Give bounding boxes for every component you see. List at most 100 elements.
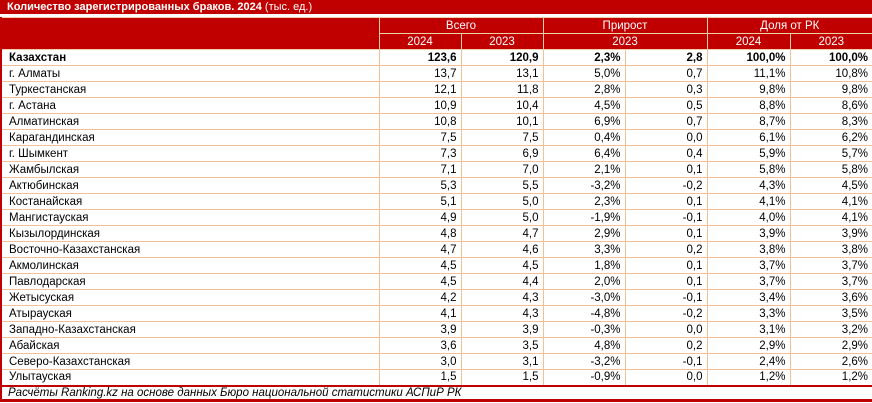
- table-row: г. Астана 10,9 10,4 4,5% 0,5 8,8% 8,6%: [0, 97, 872, 114]
- growth-abs-2023-cell: 0,7: [624, 113, 708, 130]
- table-title-unit: (тыс. ед.): [261, 1, 313, 13]
- growth-abs-2023-cell: 0,1: [624, 193, 708, 210]
- share-2024-cell: 2,4%: [706, 353, 791, 370]
- region-name-cell: Улытауская: [0, 369, 380, 386]
- share-2024-cell: 3,1%: [706, 321, 791, 338]
- share-2023-cell: 5,7%: [789, 145, 872, 162]
- growth-abs-2023-cell: -0,2: [624, 177, 708, 194]
- share-2024-cell: 3,4%: [706, 289, 791, 306]
- table-row: Карагандинская 7,5 7,5 0,4% 0,0 6,1% 6,2…: [0, 129, 872, 146]
- region-name-cell: Мангистауская: [0, 209, 380, 226]
- growth-pct-2023-cell: -3,0%: [542, 289, 626, 306]
- table-row: Актюбинская 5,3 5,5 -3,2% -0,2 4,3% 4,5%: [0, 177, 872, 194]
- total-2023-cell: 7,5: [460, 129, 544, 146]
- share-2023-cell: 8,6%: [789, 97, 872, 114]
- total-2023-cell: 10,1: [460, 113, 544, 130]
- growth-abs-2023-cell: 0,0: [624, 369, 708, 386]
- share-2023-cell: 4,5%: [789, 177, 872, 194]
- table-footer: Расчёты Ranking.kz на основе данных Бюро…: [1, 384, 872, 401]
- share-2024-cell: 100,0%: [706, 49, 791, 66]
- share-2023-cell: 3,8%: [789, 241, 872, 258]
- total-2023-cell: 11,8: [460, 81, 544, 98]
- total-2023-cell: 4,3: [460, 305, 544, 322]
- growth-pct-2023-cell: 5,0%: [542, 65, 626, 82]
- region-name-cell: Атырауская: [0, 305, 380, 322]
- region-name-cell: Северо-Казахстанская: [0, 353, 380, 370]
- table-row: Улытауская 1,5 1,5 -0,9% 0,0 1,2% 1,2%: [0, 369, 872, 386]
- share-2023-cell: 3,7%: [789, 257, 872, 274]
- table-row: Жамбылская 7,1 7,0 2,1% 0,1 5,8% 5,8%: [0, 161, 872, 178]
- table-row: Костанайская 5,1 5,0 2,3% 0,1 4,1% 4,1%: [0, 193, 872, 210]
- table-row: Туркестанская 12,1 11,8 2,8% 0,3 9,8% 9,…: [0, 81, 872, 98]
- table-header: Всего Прирост Доля от РК 2024 2023 2023 …: [1, 17, 872, 50]
- growth-pct-2023-cell: 6,9%: [542, 113, 626, 130]
- growth-abs-2023-cell: 0,2: [624, 241, 708, 258]
- total-2023-cell: 6,9: [460, 145, 544, 162]
- table-body: Казахстан 123,6 120,9 2,3% 2,8 100,0% 10…: [0, 49, 872, 386]
- table-row: Павлодарская 4,5 4,4 2,0% 0,1 3,7% 3,7%: [0, 273, 872, 290]
- growth-abs-2023-cell: 0,4: [624, 145, 708, 162]
- growth-pct-2023-cell: -3,2%: [542, 177, 626, 194]
- region-name-cell: Карагандинская: [0, 129, 380, 146]
- column-group-total: Всего: [378, 17, 544, 34]
- region-name-cell: г. Астана: [0, 97, 380, 114]
- growth-pct-2023-cell: 2,8%: [542, 81, 626, 98]
- total-2024-cell: 1,5: [378, 369, 462, 386]
- total-2023-cell: 3,5: [460, 337, 544, 354]
- growth-pct-2023-cell: 3,3%: [542, 241, 626, 258]
- region-name-cell: Павлодарская: [0, 273, 380, 290]
- growth-abs-2023-cell: 0,3: [624, 81, 708, 98]
- total-2024-cell: 7,1: [378, 161, 462, 178]
- share-2023-cell: 5,8%: [789, 161, 872, 178]
- growth-pct-2023-cell: -0,3%: [542, 321, 626, 338]
- table-row: Алматинская 10,8 10,1 6,9% 0,7 8,7% 8,3%: [0, 113, 872, 130]
- total-2024-cell: 3,9: [378, 321, 462, 338]
- total-2023-cell: 5,0: [460, 209, 544, 226]
- total-2023-cell: 10,4: [460, 97, 544, 114]
- total-2024-cell: 3,6: [378, 337, 462, 354]
- growth-abs-2023-cell: 0,7: [624, 65, 708, 82]
- total-2023-cell: 3,9: [460, 321, 544, 338]
- total-2024-cell: 5,1: [378, 193, 462, 210]
- region-name-cell: Восточно-Казахстанская: [0, 241, 380, 258]
- region-name-cell: Западно-Казахстанская: [0, 321, 380, 338]
- total-2023-cell: 4,7: [460, 225, 544, 242]
- total-2023-cell: 7,0: [460, 161, 544, 178]
- growth-pct-2023-cell: 2,1%: [542, 161, 626, 178]
- table-row: Мангистауская 4,9 5,0 -1,9% -0,1 4,0% 4,…: [0, 209, 872, 226]
- table-title-bar: Количество зарегистрированных браков. 20…: [0, 0, 872, 14]
- share-2024-cell: 11,1%: [706, 65, 791, 82]
- growth-pct-2023-cell: 0,4%: [542, 129, 626, 146]
- growth-abs-2023-cell: 0,0: [624, 129, 708, 146]
- total-2024-cell: 10,8: [378, 113, 462, 130]
- region-name-cell: г. Шымкент: [0, 145, 380, 162]
- growth-abs-2023-cell: -0,1: [624, 353, 708, 370]
- share-2024-cell: 3,7%: [706, 257, 791, 274]
- total-2024-cell: 10,9: [378, 97, 462, 114]
- subheader-growth-2023: 2023: [542, 33, 708, 50]
- region-name-cell: Костанайская: [0, 193, 380, 210]
- source-note: Расчёты Ranking.kz на основе данных Бюро…: [1, 384, 872, 401]
- subheader-total-2023: 2023: [460, 33, 544, 50]
- total-2024-cell: 7,5: [378, 129, 462, 146]
- region-name-cell: г. Алматы: [0, 65, 380, 82]
- table-row: Акмолинская 4,5 4,5 1,8% 0,1 3,7% 3,7%: [0, 257, 872, 274]
- share-2024-cell: 5,9%: [706, 145, 791, 162]
- total-2023-cell: 4,5: [460, 257, 544, 274]
- share-2024-cell: 3,3%: [706, 305, 791, 322]
- total-2024-cell: 4,9: [378, 209, 462, 226]
- share-2023-cell: 9,8%: [789, 81, 872, 98]
- total-2023-cell: 5,0: [460, 193, 544, 210]
- region-name-cell: Алматинская: [0, 113, 380, 130]
- growth-pct-2023-cell: 2,0%: [542, 273, 626, 290]
- growth-abs-2023-cell: 0,0: [624, 321, 708, 338]
- total-2023-cell: 120,9: [460, 49, 544, 66]
- subheader-total-2024: 2024: [378, 33, 462, 50]
- table-title: Количество зарегистрированных браков. 20…: [7, 1, 262, 13]
- total-2024-cell: 3,0: [378, 353, 462, 370]
- total-2024-cell: 7,3: [378, 145, 462, 162]
- share-2024-cell: 3,8%: [706, 241, 791, 258]
- region-name-cell: Казахстан: [0, 49, 380, 66]
- total-2023-cell: 4,3: [460, 289, 544, 306]
- share-2024-cell: 6,1%: [706, 129, 791, 146]
